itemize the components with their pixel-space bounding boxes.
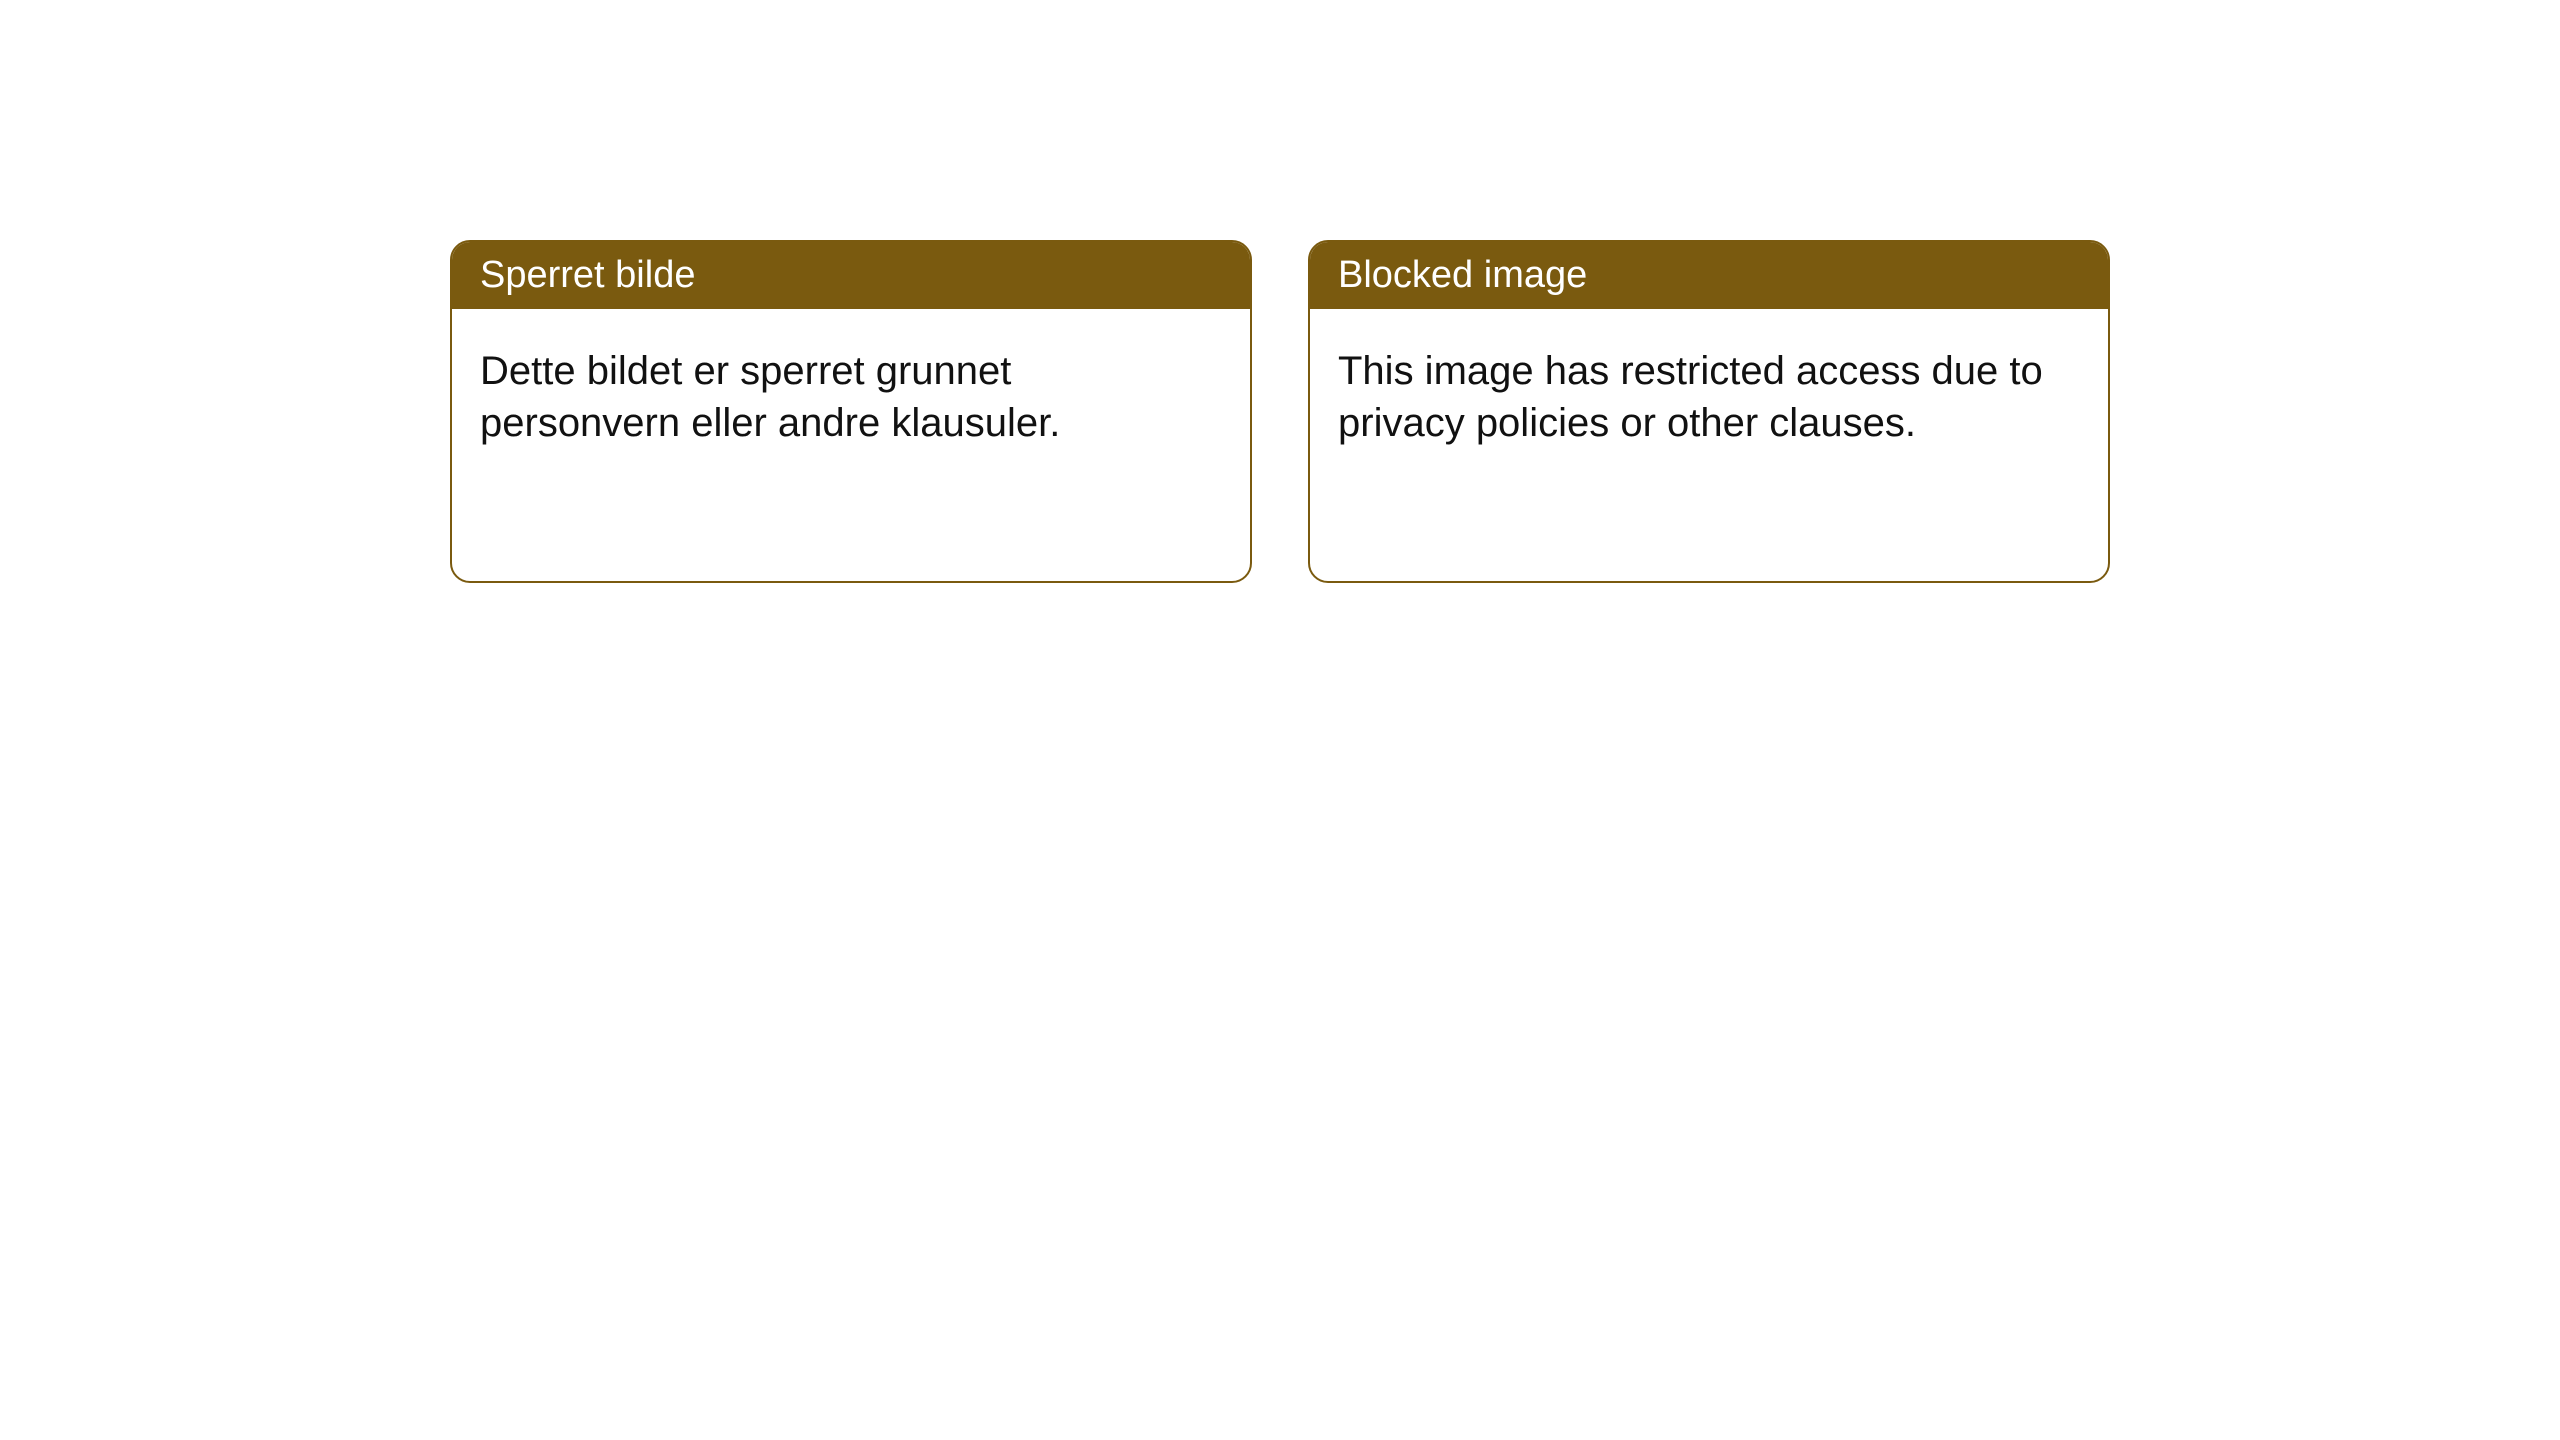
notice-container: Sperret bilde Dette bildet er sperret gr… xyxy=(450,240,2110,583)
notice-body-english: This image has restricted access due to … xyxy=(1310,309,2108,581)
notice-body-norwegian: Dette bildet er sperret grunnet personve… xyxy=(452,309,1250,581)
notice-title-english: Blocked image xyxy=(1310,242,2108,309)
notice-card-norwegian: Sperret bilde Dette bildet er sperret gr… xyxy=(450,240,1252,583)
notice-card-english: Blocked image This image has restricted … xyxy=(1308,240,2110,583)
notice-title-norwegian: Sperret bilde xyxy=(452,242,1250,309)
